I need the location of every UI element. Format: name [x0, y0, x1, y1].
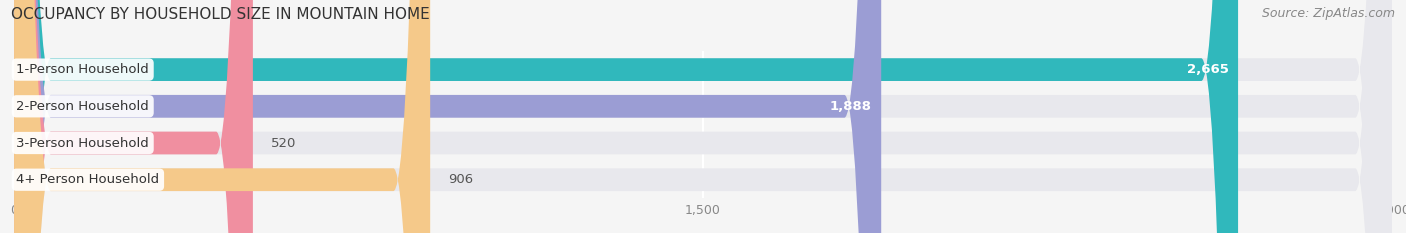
FancyBboxPatch shape [14, 0, 430, 233]
Text: 3-Person Household: 3-Person Household [17, 137, 149, 150]
Text: OCCUPANCY BY HOUSEHOLD SIZE IN MOUNTAIN HOME: OCCUPANCY BY HOUSEHOLD SIZE IN MOUNTAIN … [11, 7, 430, 22]
FancyBboxPatch shape [14, 0, 882, 233]
FancyBboxPatch shape [14, 0, 1392, 233]
Text: Source: ZipAtlas.com: Source: ZipAtlas.com [1261, 7, 1395, 20]
FancyBboxPatch shape [14, 0, 1392, 233]
Text: 4+ Person Household: 4+ Person Household [17, 173, 159, 186]
FancyBboxPatch shape [14, 0, 253, 233]
FancyBboxPatch shape [14, 0, 1392, 233]
Text: 1,888: 1,888 [830, 100, 872, 113]
Text: 2,665: 2,665 [1187, 63, 1229, 76]
FancyBboxPatch shape [14, 0, 1239, 233]
Text: 1-Person Household: 1-Person Household [17, 63, 149, 76]
Text: 2-Person Household: 2-Person Household [17, 100, 149, 113]
Text: 520: 520 [271, 137, 297, 150]
Text: 906: 906 [449, 173, 474, 186]
FancyBboxPatch shape [14, 0, 1392, 233]
